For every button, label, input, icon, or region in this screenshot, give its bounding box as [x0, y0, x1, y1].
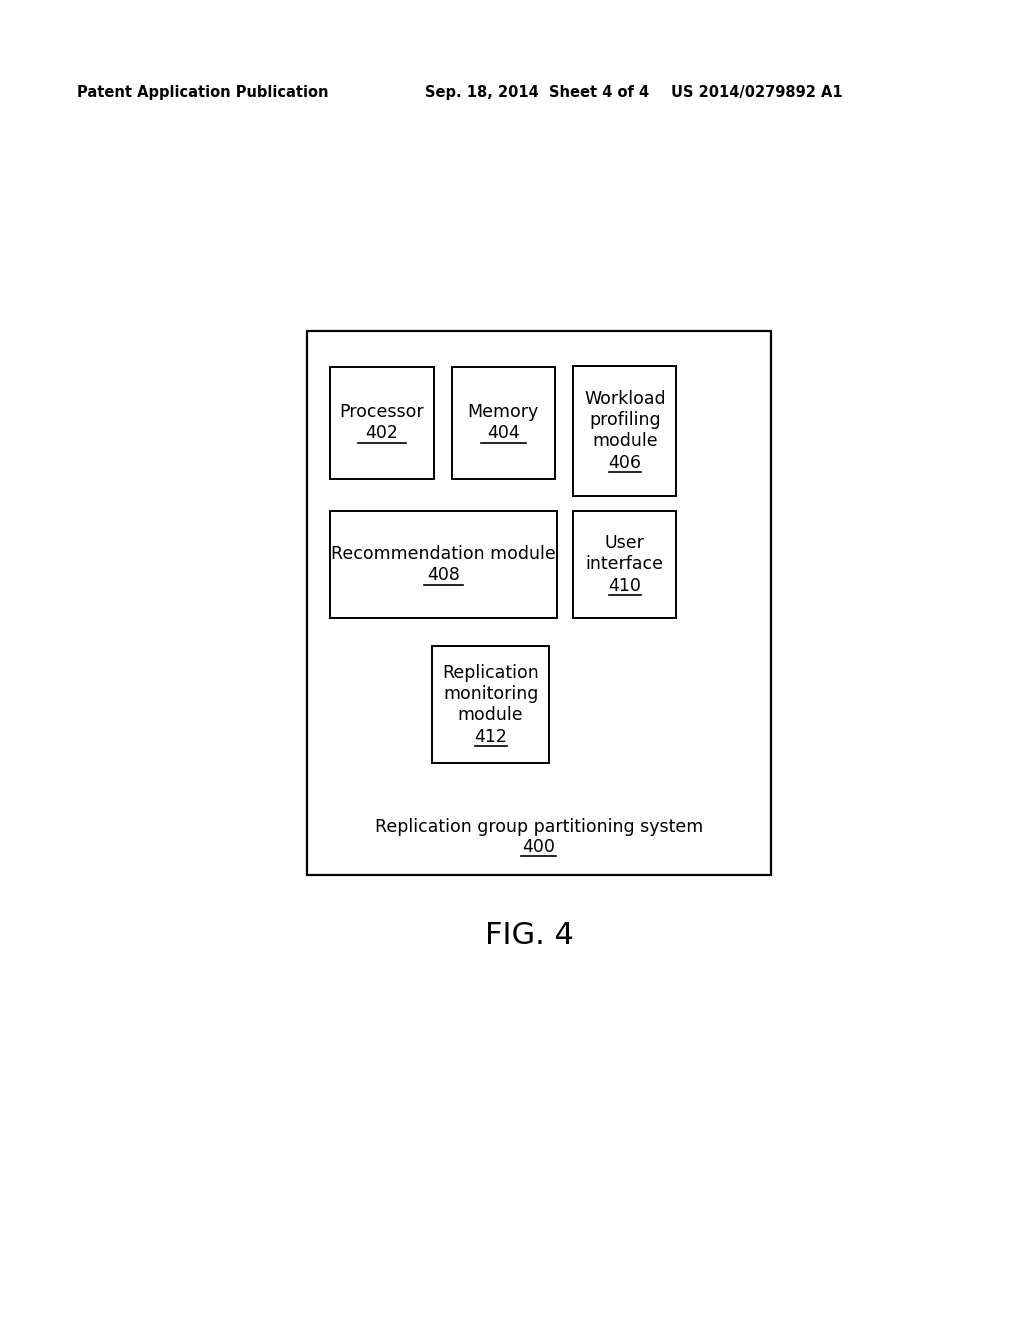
Text: interface: interface — [586, 556, 664, 573]
Text: 400: 400 — [522, 838, 555, 855]
Text: Replication group partitioning system: Replication group partitioning system — [375, 817, 702, 836]
Text: 410: 410 — [608, 577, 641, 595]
Bar — [452, 367, 555, 479]
Bar — [331, 367, 433, 479]
Text: Recommendation module: Recommendation module — [331, 545, 556, 562]
Text: Processor: Processor — [340, 403, 424, 421]
Text: FIG. 4: FIG. 4 — [485, 920, 574, 949]
Text: User: User — [605, 535, 645, 552]
Bar — [573, 511, 677, 618]
Text: 408: 408 — [427, 566, 460, 585]
Bar — [432, 647, 550, 763]
Text: Replication: Replication — [442, 664, 539, 681]
Text: Patent Application Publication: Patent Application Publication — [77, 86, 329, 100]
Text: 406: 406 — [608, 454, 641, 471]
Bar — [306, 331, 771, 875]
Text: 412: 412 — [474, 727, 507, 746]
Bar — [573, 366, 677, 496]
Text: 404: 404 — [487, 424, 520, 442]
Text: Memory: Memory — [468, 403, 539, 421]
Text: profiling: profiling — [589, 411, 660, 429]
Text: monitoring: monitoring — [443, 685, 539, 704]
Text: Sep. 18, 2014  Sheet 4 of 4: Sep. 18, 2014 Sheet 4 of 4 — [425, 86, 649, 100]
Text: module: module — [592, 433, 657, 450]
Text: Workload: Workload — [584, 389, 666, 408]
Text: module: module — [458, 706, 523, 725]
Text: 402: 402 — [366, 424, 398, 442]
Bar — [331, 511, 557, 618]
Text: US 2014/0279892 A1: US 2014/0279892 A1 — [671, 86, 843, 100]
